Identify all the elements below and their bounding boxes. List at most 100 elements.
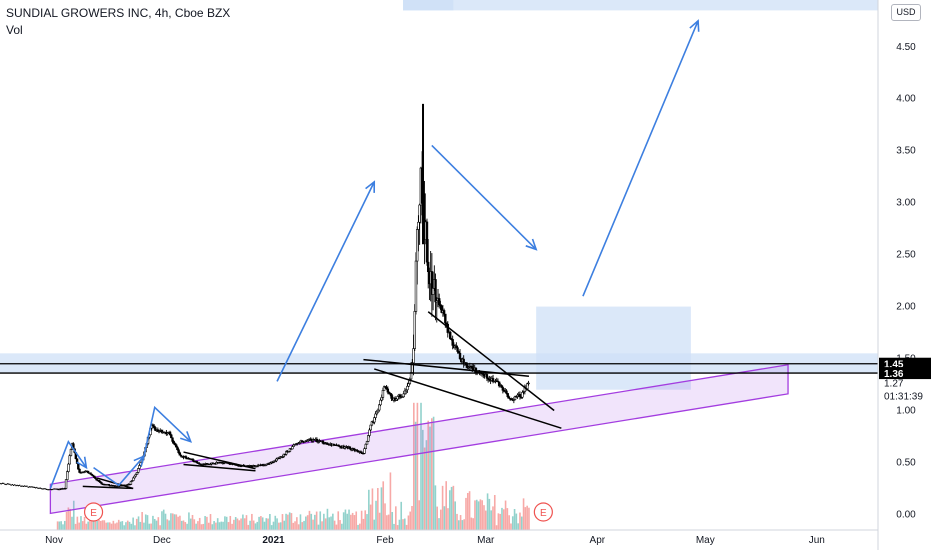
volume-bar-192 — [402, 519, 404, 530]
volume-bar-150 — [326, 508, 329, 530]
volume-bar-55 — [155, 520, 158, 530]
volume-bar-138 — [305, 516, 307, 530]
x-tick-5: Apr — [590, 535, 606, 546]
volume-bar-259 — [522, 498, 525, 530]
volume-bar-226 — [463, 519, 465, 530]
volume-bar-235 — [479, 499, 482, 530]
volume-bar-260 — [524, 507, 527, 530]
volume-bar-193 — [404, 518, 406, 530]
volume-bar-202 — [420, 402, 422, 530]
candle-body-342 — [417, 221, 420, 230]
volume-bar-125 — [281, 514, 284, 530]
price-dot-2 — [1, 482, 4, 484]
candle-body-234 — [285, 451, 288, 455]
volume-indicator-label[interactable]: Vol — [6, 23, 23, 37]
symbol-title[interactable]: SUNDIAL GROWERS INC, 4h, Cboe BZX — [6, 6, 231, 20]
volume-bar-160 — [344, 509, 347, 530]
volume-bar-76 — [193, 519, 196, 530]
volume-bar-80 — [200, 524, 203, 530]
arrow-4 — [431, 144, 537, 250]
volume-bar-96 — [229, 515, 232, 530]
volume-bar-222 — [456, 513, 458, 530]
volume-bar-15 — [83, 516, 86, 530]
candle-body-114 — [138, 465, 141, 469]
price-label-0: 1.45 — [884, 360, 904, 371]
volume-bar-109 — [252, 520, 255, 530]
volume-bar-129 — [288, 512, 291, 530]
price-dot-17 — [20, 485, 22, 487]
price-label-1: 1.36 — [884, 369, 904, 380]
candle-body-82 — [99, 481, 102, 483]
volume-bar-201 — [418, 500, 421, 530]
candle-body-363 — [442, 310, 446, 315]
candle-body-108 — [130, 480, 134, 482]
price-dot-36 — [43, 488, 45, 490]
volume-bar-154 — [333, 520, 336, 530]
volume-bar-203 — [422, 429, 424, 530]
price-dot-14 — [16, 484, 18, 486]
volume-bar-258 — [520, 516, 523, 530]
volume-bar-106 — [247, 524, 250, 530]
volume-bar-31 — [112, 520, 115, 530]
volume-bar-244 — [495, 525, 498, 530]
candle-body-79 — [95, 478, 98, 481]
channel-band — [49, 364, 789, 515]
volume-bar-178 — [377, 488, 379, 530]
candle-body-340 — [414, 260, 418, 312]
volume-bar-176 — [373, 519, 376, 530]
candle-body-349 — [425, 221, 429, 263]
y-tick-0: 0.00 — [896, 509, 916, 520]
candle-body-410 — [500, 385, 503, 388]
price-dot-6 — [6, 483, 9, 485]
volume-bar-17 — [87, 521, 89, 530]
candle-body-264 — [321, 440, 325, 444]
candle-body-335 — [408, 378, 412, 384]
price-axis-panel — [878, 0, 932, 550]
volume-bar-188 — [395, 506, 397, 530]
candle-body-330 — [402, 393, 405, 398]
volume-bar-177 — [375, 500, 377, 530]
volume-bar-95 — [227, 522, 230, 530]
candle-body-83 — [100, 482, 103, 485]
candle-body-331 — [403, 390, 407, 395]
volume-bar-38 — [125, 522, 127, 530]
price-dot-26 — [31, 486, 33, 488]
volume-bar-144 — [315, 511, 318, 530]
y-tick-4: 2.00 — [896, 302, 916, 313]
price-dot-20 — [23, 485, 26, 487]
x-tick-1: Dec — [153, 535, 171, 546]
volume-bar-36 — [121, 521, 124, 530]
candle-body-298 — [363, 448, 366, 454]
volume-bar-98 — [233, 519, 235, 530]
candle-body-425 — [518, 394, 522, 398]
volume-bar-57 — [159, 525, 161, 530]
volume-bar-179 — [378, 512, 381, 530]
price-dot-37 — [44, 488, 46, 490]
candle-body-148 — [179, 454, 183, 457]
candle-body-325 — [396, 396, 399, 400]
volume-bar-162 — [348, 509, 350, 530]
volume-bar-21 — [94, 518, 97, 530]
currency-button[interactable]: USD — [891, 4, 921, 21]
candle-body-382 — [466, 364, 469, 368]
volume-bar-204 — [423, 447, 426, 530]
price-dot-1 — [0, 483, 2, 485]
volume-bar-143 — [314, 514, 316, 530]
arrow-5 — [582, 20, 699, 297]
volume-bar-127 — [285, 513, 287, 530]
volume-bar-82 — [204, 516, 206, 530]
volume-bar-254 — [513, 508, 516, 530]
candle-body-217 — [264, 464, 267, 467]
candle-body-109 — [132, 477, 135, 481]
price-dot-43 — [52, 488, 54, 491]
candle-body-431 — [526, 383, 529, 390]
volume-bar-107 — [249, 520, 251, 530]
volume-bar-39 — [126, 520, 129, 530]
trendline-5 — [183, 463, 256, 472]
volume-bar-63 — [170, 513, 172, 530]
volume-bar-33 — [116, 522, 118, 530]
candle-body-312 — [380, 397, 383, 401]
price-dot-46 — [55, 488, 57, 490]
volume-bar-114 — [261, 517, 264, 530]
